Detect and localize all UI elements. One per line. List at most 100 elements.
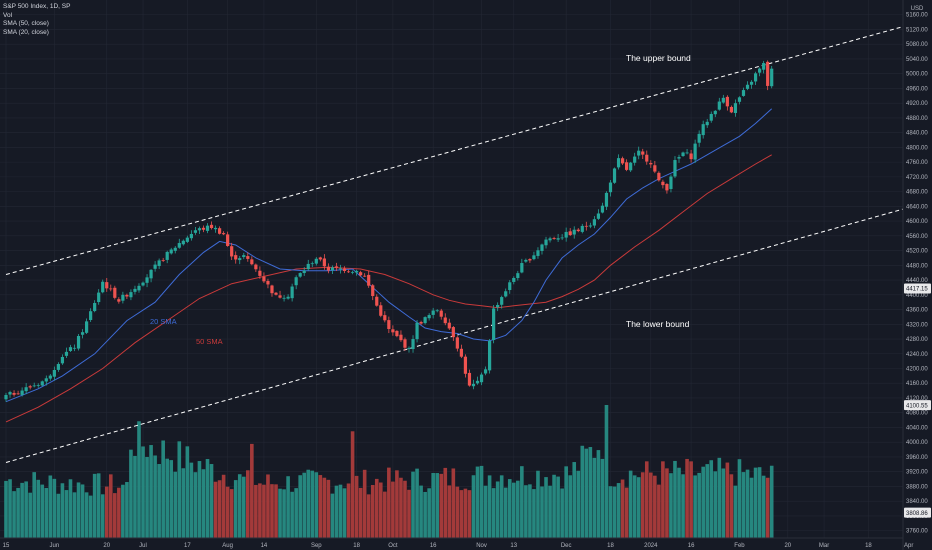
candle-body — [125, 294, 129, 297]
candle-body — [217, 228, 222, 234]
volume-bar — [185, 446, 190, 538]
volume-bar — [8, 479, 12, 538]
candles — [4, 60, 774, 402]
x-tick-label: 17 — [184, 543, 191, 549]
y-tick-label: 4600.00 — [906, 219, 928, 225]
volume-bar — [246, 470, 250, 538]
volume-bar — [88, 495, 93, 538]
channel-upper-line[interactable] — [5, 23, 913, 276]
volume-bars — [4, 405, 774, 538]
volume-bar — [225, 486, 230, 538]
currency-label[interactable]: USD — [911, 6, 924, 12]
volume-bar — [532, 489, 536, 538]
volume-bar — [411, 471, 415, 538]
candle-body — [608, 182, 613, 193]
candle-body — [153, 264, 157, 269]
y-tick-label: 4840.00 — [906, 131, 928, 137]
volume-bar — [536, 470, 540, 538]
volume-bar — [169, 460, 174, 538]
volume-bar — [516, 480, 520, 538]
candle-body — [322, 258, 326, 267]
volume-bar — [282, 489, 286, 538]
volume-bar — [32, 472, 37, 538]
candle-body — [512, 277, 516, 282]
candle-body — [121, 294, 125, 301]
price-axis[interactable]: USD3760.003800.003840.003880.003920.0039… — [902, 0, 932, 550]
candle-body — [129, 292, 133, 298]
candle-body — [105, 282, 109, 289]
candle-body — [443, 317, 447, 324]
candle-body — [141, 282, 145, 286]
candle-body — [661, 181, 665, 186]
legend-sma50[interactable]: SMA (50, close) — [3, 20, 49, 27]
candle-body — [496, 304, 500, 308]
volume-bar — [391, 481, 395, 538]
candle-body — [157, 260, 161, 267]
volume-bar — [427, 488, 431, 538]
candle-body — [246, 256, 250, 259]
candle-body — [770, 68, 774, 87]
candle-body — [766, 61, 770, 86]
legend-sma20[interactable]: SMA (20, close) — [3, 28, 49, 36]
volume-bar — [334, 485, 339, 538]
candle-body — [133, 288, 137, 292]
volume-bar — [342, 488, 347, 538]
candle-body — [649, 163, 653, 165]
candle-body — [689, 153, 693, 160]
volume-bar — [701, 466, 705, 538]
volume-bar — [4, 480, 8, 538]
x-tick-label: Jun — [50, 543, 60, 549]
volume-bar — [306, 469, 311, 538]
candle-body — [8, 392, 12, 395]
candle-body — [483, 369, 488, 374]
legend-volume[interactable]: Vol — [3, 11, 13, 19]
time-axis[interactable]: 15 Jun 20 Jul 17 Aug 14 Sep 18 Oct 16 Nov 13 Dec 18 202… — [0, 537, 913, 549]
volume-bar — [40, 484, 45, 538]
y-tick-label: 4280.00 — [906, 337, 928, 343]
volume-bar — [741, 472, 746, 538]
volume-bar — [298, 475, 302, 538]
candle-body — [749, 81, 754, 85]
candle-body — [93, 303, 97, 312]
y-tick-label: 4440.00 — [906, 278, 928, 284]
candle-body — [290, 286, 294, 299]
candle-body — [85, 321, 89, 333]
candle-body — [48, 375, 52, 379]
candle-body — [270, 285, 274, 294]
volume-bar — [632, 475, 637, 538]
candle-body — [616, 158, 621, 168]
volume-bar — [399, 477, 403, 538]
candle-body — [677, 157, 681, 159]
candle-body — [298, 273, 302, 277]
volume-bar — [600, 458, 605, 538]
volume-bar — [254, 484, 258, 538]
candle-body — [32, 385, 36, 387]
volume-bar — [262, 484, 266, 538]
volume-bar — [322, 477, 327, 538]
x-tick-label: 14 — [261, 543, 268, 549]
y-tick-label: 4560.00 — [906, 234, 928, 240]
candle-body — [89, 311, 93, 320]
volume-bar — [459, 490, 464, 538]
x-tick-label: 16 — [688, 543, 695, 549]
candle-body — [475, 380, 480, 384]
volume-bar — [64, 490, 69, 538]
volume-bar — [20, 482, 24, 538]
volume-bar — [761, 475, 766, 538]
candle-body — [310, 263, 314, 265]
candle-body — [508, 282, 512, 291]
candle-body — [375, 296, 379, 306]
symbol-title[interactable]: S&P 500 Index, 1D, SP — [3, 3, 71, 10]
candle-body — [488, 340, 492, 371]
annotation-upper-bound: The upper bound — [626, 53, 691, 63]
candle-body — [395, 330, 399, 337]
volume-bar — [80, 484, 85, 538]
volume-bar — [310, 470, 315, 538]
y-tick-label: 4760.00 — [906, 160, 928, 166]
volume-bar — [689, 461, 693, 538]
volume-bar — [653, 475, 657, 538]
candle-body — [201, 227, 206, 230]
volume-bar — [657, 484, 661, 538]
x-tick-label: 2024 — [644, 543, 658, 549]
